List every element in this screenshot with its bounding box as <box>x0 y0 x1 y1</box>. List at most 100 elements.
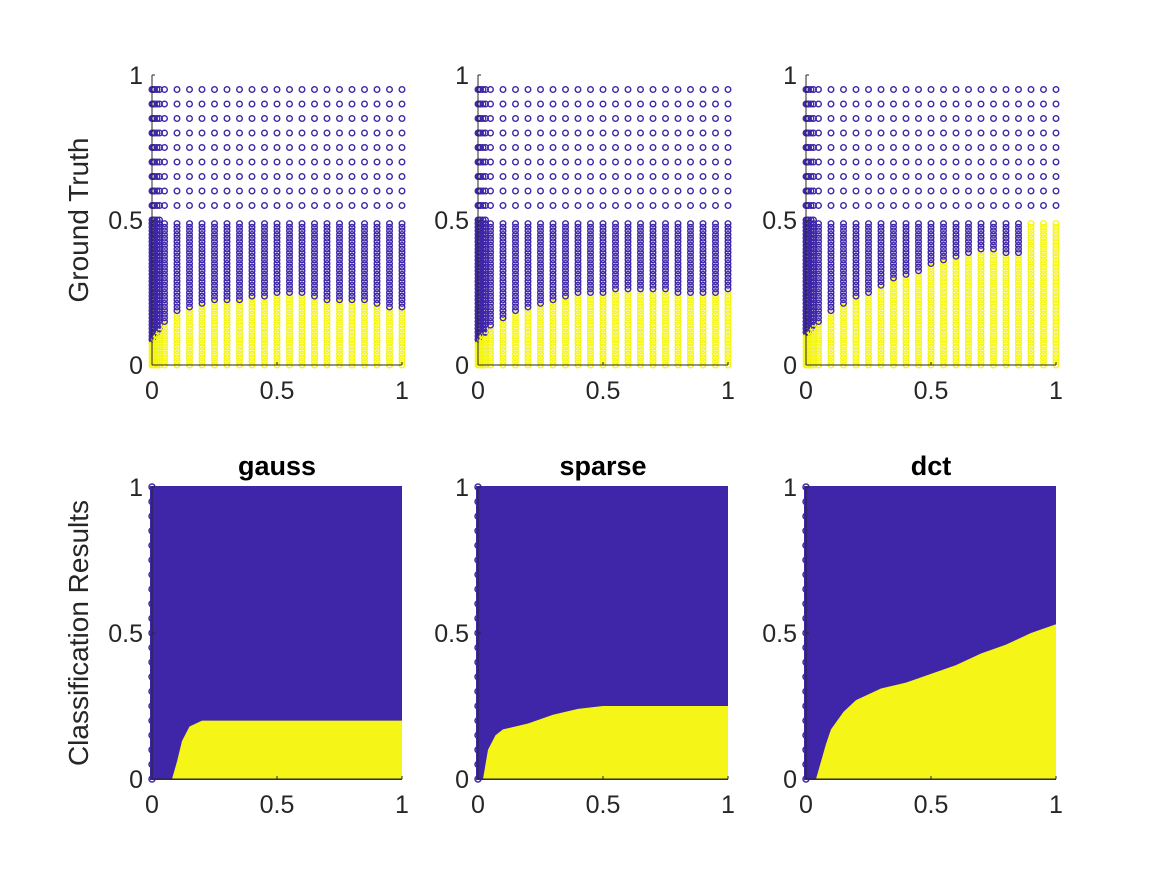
data-point <box>298 263 306 271</box>
data-point <box>348 278 356 286</box>
data-point <box>1027 303 1035 311</box>
data-point <box>298 354 306 362</box>
data-point <box>815 339 823 347</box>
data-point <box>298 285 306 293</box>
data-point <box>261 299 269 307</box>
data-point <box>298 85 306 93</box>
data-point <box>298 350 306 358</box>
data-point <box>599 85 607 93</box>
data-point <box>499 336 507 344</box>
data-point <box>348 227 356 235</box>
data-point <box>562 357 570 365</box>
data-point <box>261 260 269 268</box>
data-point <box>902 278 910 286</box>
data-point <box>712 245 720 253</box>
data-point <box>273 321 281 329</box>
data-point <box>323 292 331 300</box>
data-point <box>1002 336 1010 344</box>
data-point <box>160 223 168 231</box>
data-point <box>827 299 835 307</box>
data-point <box>348 321 356 329</box>
data-point <box>386 336 394 344</box>
data-point <box>927 187 935 195</box>
data-point <box>890 285 898 293</box>
data-point <box>348 328 356 336</box>
data-point <box>323 325 331 333</box>
data-point <box>298 114 306 122</box>
data-point <box>877 263 885 271</box>
data-point <box>865 256 873 264</box>
data-point <box>890 310 898 318</box>
data-point <box>386 249 394 257</box>
data-point <box>373 256 381 264</box>
x-tick-label: 0 <box>145 377 159 405</box>
data-point <box>724 354 732 362</box>
data-point <box>348 357 356 365</box>
data-point <box>649 220 657 228</box>
data-point <box>637 220 645 228</box>
data-point <box>286 336 294 344</box>
data-point <box>1015 321 1023 329</box>
data-point <box>160 172 168 180</box>
data-point <box>699 354 707 362</box>
data-point <box>549 223 557 231</box>
data-point <box>840 299 848 307</box>
data-point <box>261 281 269 289</box>
data-point <box>361 347 369 355</box>
data-point <box>662 281 670 289</box>
data-point <box>160 289 168 297</box>
data-point <box>311 321 319 329</box>
data-point <box>248 252 256 260</box>
data-point <box>927 325 935 333</box>
data-point <box>624 263 632 271</box>
data-point <box>877 270 885 278</box>
data-point <box>373 114 381 122</box>
data-point <box>261 357 269 365</box>
data-point <box>852 143 860 151</box>
data-point <box>587 100 595 108</box>
data-point <box>549 100 557 108</box>
data-point <box>311 263 319 271</box>
data-point <box>624 296 632 304</box>
data-point <box>361 245 369 253</box>
data-point <box>261 238 269 246</box>
data-point <box>637 274 645 282</box>
data-point <box>373 260 381 268</box>
data-point <box>499 234 507 242</box>
data-point <box>815 281 823 289</box>
data-point <box>612 299 620 307</box>
data-point <box>877 129 885 137</box>
data-point <box>524 187 532 195</box>
data-point <box>712 227 720 235</box>
data-point <box>915 350 923 358</box>
data-point <box>373 241 381 249</box>
data-point <box>699 296 707 304</box>
data-point <box>674 339 682 347</box>
data-point <box>562 339 570 347</box>
data-point <box>902 285 910 293</box>
data-point <box>398 296 406 304</box>
data-point <box>160 296 168 304</box>
data-point <box>373 318 381 326</box>
data-point <box>1002 310 1010 318</box>
data-point <box>699 260 707 268</box>
data-point <box>637 263 645 271</box>
data-point <box>160 336 168 344</box>
data-point <box>512 230 520 238</box>
data-point <box>1052 303 1060 311</box>
data-point <box>311 350 319 358</box>
data-point <box>173 249 181 257</box>
data-point <box>261 354 269 362</box>
data-point <box>840 100 848 108</box>
data-point <box>587 296 595 304</box>
data-point <box>1015 256 1023 264</box>
data-point <box>562 332 570 340</box>
data-point <box>373 307 381 315</box>
data-point <box>273 267 281 275</box>
data-point <box>160 285 168 293</box>
data-point <box>273 343 281 351</box>
data-point <box>248 281 256 289</box>
data-point <box>512 296 520 304</box>
data-point <box>210 129 218 137</box>
data-point <box>512 220 520 228</box>
